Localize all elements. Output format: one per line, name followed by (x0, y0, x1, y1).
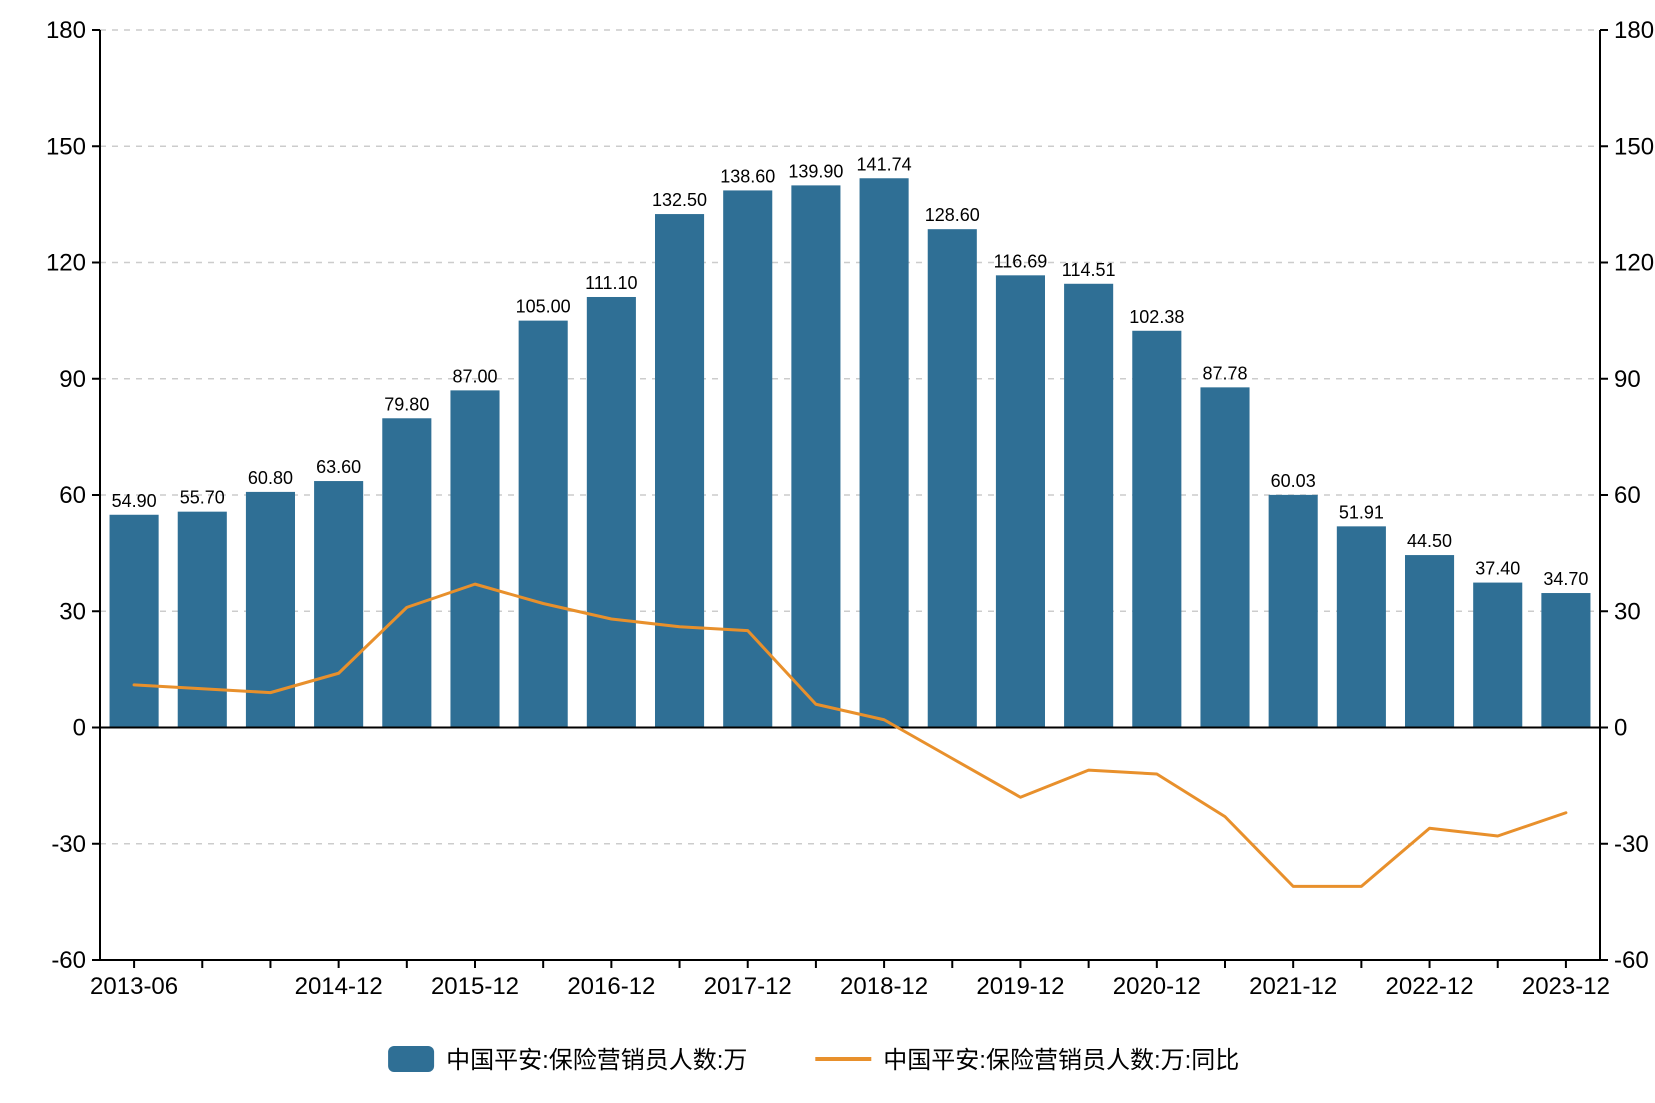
bar-value-label: 111.10 (585, 273, 637, 293)
y-right-label: 150 (1614, 133, 1654, 160)
x-label: 2022-12 (1386, 973, 1474, 1000)
x-label: 2016-12 (567, 973, 655, 1000)
x-label: 2013-06 (90, 973, 178, 1000)
x-label: 2014-12 (295, 973, 383, 1000)
x-label: 2019-12 (976, 973, 1064, 1000)
x-label: 2023-12 (1522, 973, 1610, 1000)
bar-value-label: 34.70 (1543, 569, 1588, 589)
bar (655, 214, 704, 727)
bar-value-label: 54.90 (112, 491, 157, 511)
legend-label: 中国平安:保险营销员人数:万 (446, 1047, 747, 1074)
x-label: 2018-12 (840, 973, 928, 1000)
bar-value-label: 79.80 (384, 394, 429, 414)
x-label: 2015-12 (431, 973, 519, 1000)
bar-value-label: 116.69 (994, 251, 1048, 271)
bar-value-label: 141.74 (857, 154, 912, 174)
x-label: 2020-12 (1113, 973, 1201, 1000)
bar-value-label: 44.50 (1407, 531, 1452, 551)
legend-swatch-bar (388, 1046, 434, 1072)
bar (450, 390, 499, 727)
bar (1200, 387, 1249, 727)
bar-value-label: 55.70 (180, 488, 225, 508)
bar-value-label: 105.00 (516, 297, 571, 317)
bar-value-label: 102.38 (1129, 307, 1184, 327)
bar (587, 297, 636, 728)
y-right-label: -60 (1614, 947, 1649, 974)
bar (996, 275, 1045, 727)
bar-value-label: 139.90 (788, 161, 843, 181)
bar-value-label: 60.80 (248, 468, 293, 488)
bar (1473, 583, 1522, 728)
bar (1405, 555, 1454, 727)
bar-value-label: 63.60 (316, 457, 361, 477)
legend-label: 中国平安:保险营销员人数:万:同比 (883, 1047, 1239, 1074)
bar (1541, 593, 1590, 727)
y-right-label: 90 (1614, 366, 1641, 393)
bar (791, 185, 840, 727)
bar (110, 515, 159, 728)
bar-value-label: 114.51 (1062, 260, 1116, 280)
bar (382, 418, 431, 727)
bar (860, 178, 909, 727)
y-right-label: -30 (1614, 831, 1649, 858)
bar (723, 190, 772, 727)
bar (1132, 331, 1181, 728)
bar-value-label: 37.40 (1475, 559, 1520, 579)
y-right-label: 30 (1614, 598, 1641, 625)
bar-value-label: 60.03 (1271, 471, 1316, 491)
y-left-label: 120 (46, 250, 86, 277)
bar (1064, 284, 1113, 728)
y-right-label: 120 (1614, 250, 1654, 277)
bar (178, 512, 227, 728)
y-left-label: 180 (46, 17, 86, 44)
y-left-label: 60 (59, 482, 86, 509)
y-left-label: -30 (51, 831, 86, 858)
bar-value-label: 51.91 (1339, 502, 1384, 522)
chart-container: -60 -60 -30 -30 0 0 30 30 60 60 90 90 120 120 150 150 18… (0, 0, 1655, 1103)
chart-svg: -60 -60 -30 -30 0 0 30 30 60 60 90 90 120 120 150 150 18… (0, 0, 1655, 1103)
bar-value-label: 128.60 (925, 205, 980, 225)
y-right-label: 60 (1614, 482, 1641, 509)
y-right-label: 0 (1614, 715, 1627, 742)
bar (519, 321, 568, 728)
bar-value-label: 87.78 (1202, 363, 1247, 383)
y-left-label: -60 (51, 947, 86, 974)
bar (314, 481, 363, 727)
bar (1269, 495, 1318, 728)
y-left-label: 150 (46, 133, 86, 160)
y-left-label: 90 (59, 366, 86, 393)
bar-value-label: 138.60 (720, 166, 775, 186)
y-left-label: 0 (73, 715, 86, 742)
y-right-label: 180 (1614, 17, 1654, 44)
bar-value-label: 87.00 (452, 366, 497, 386)
x-label: 2017-12 (704, 973, 792, 1000)
bar (928, 229, 977, 727)
bar-value-label: 132.50 (652, 190, 707, 210)
x-label: 2021-12 (1249, 973, 1337, 1000)
bar (1337, 526, 1386, 727)
y-left-label: 30 (59, 598, 86, 625)
